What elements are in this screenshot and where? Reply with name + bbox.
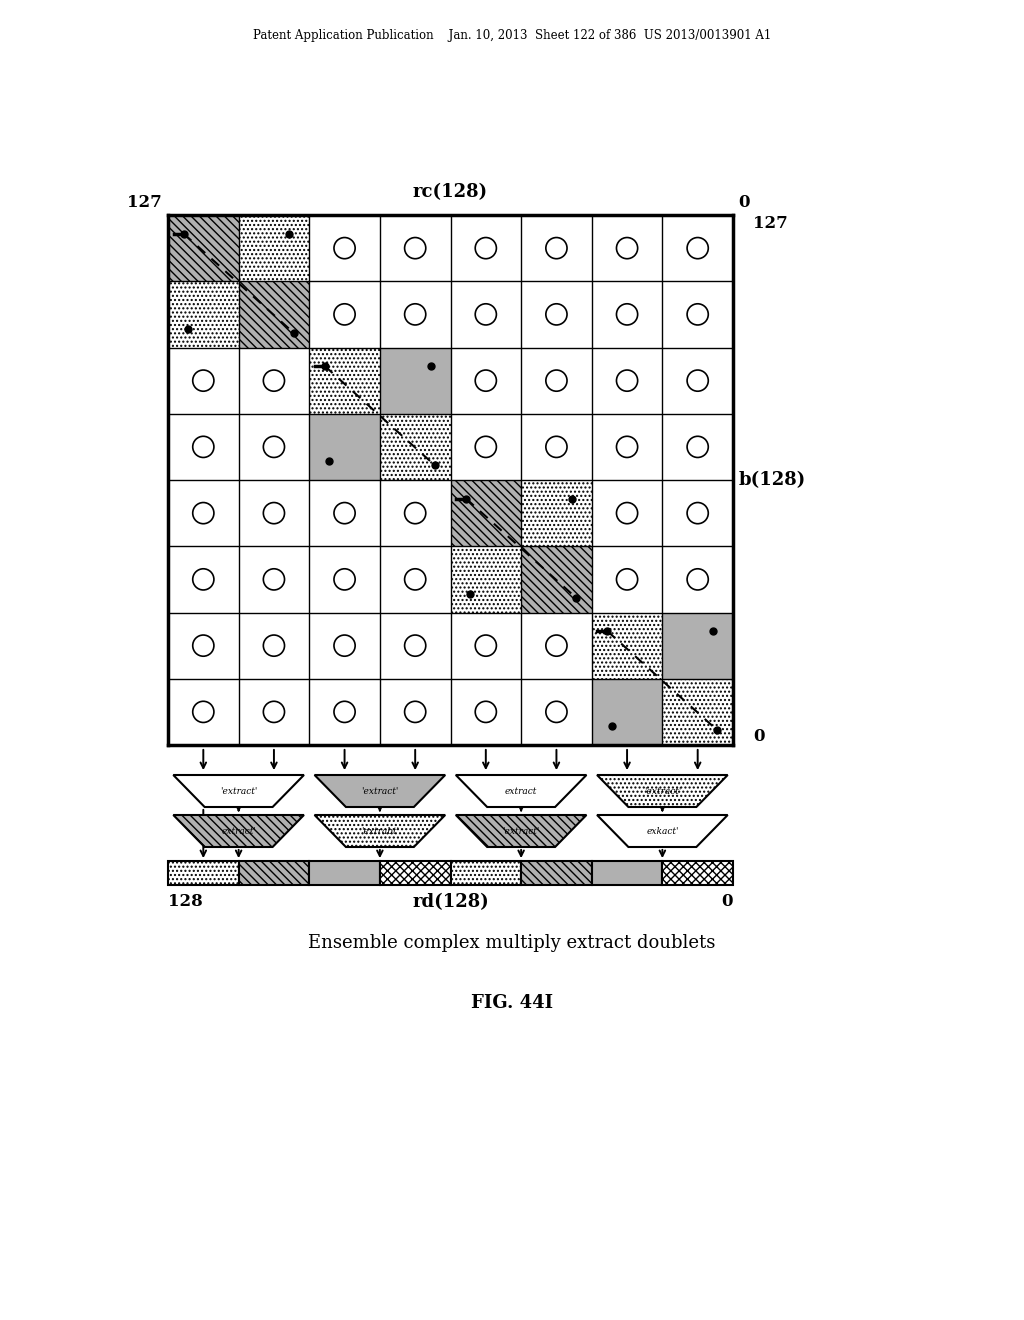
Text: 0: 0: [738, 194, 750, 211]
Bar: [168, 215, 239, 281]
Bar: [168, 281, 239, 347]
Polygon shape: [597, 814, 728, 847]
Bar: [521, 546, 592, 612]
Bar: [521, 861, 592, 884]
Bar: [592, 612, 663, 678]
Bar: [592, 678, 663, 744]
Bar: [380, 347, 451, 413]
Polygon shape: [597, 775, 728, 807]
Text: 'extract': 'extract': [361, 787, 398, 796]
Text: 128: 128: [168, 894, 203, 909]
Text: Ensemble complex multiply extract doublets: Ensemble complex multiply extract double…: [308, 935, 716, 952]
Polygon shape: [314, 814, 445, 847]
Bar: [451, 546, 521, 612]
Text: 'extract': 'extract': [644, 787, 681, 796]
Bar: [309, 347, 380, 413]
Text: 127: 127: [753, 215, 787, 232]
Bar: [309, 861, 380, 884]
Bar: [380, 413, 451, 480]
Bar: [663, 678, 733, 744]
Polygon shape: [314, 775, 445, 807]
Bar: [239, 861, 309, 884]
Text: FIG. 44I: FIG. 44I: [471, 994, 553, 1012]
Bar: [451, 861, 521, 884]
Text: 'extract': 'extract': [503, 826, 540, 836]
Text: rd(128): rd(128): [412, 894, 488, 911]
Text: extract': extract': [221, 826, 256, 836]
Text: 0: 0: [753, 729, 765, 744]
Text: 0: 0: [722, 894, 733, 909]
Bar: [592, 861, 663, 884]
Polygon shape: [173, 814, 304, 847]
Polygon shape: [456, 814, 587, 847]
Bar: [663, 612, 733, 678]
Bar: [380, 861, 451, 884]
Text: 'extrabt': 'extrabt': [360, 826, 399, 836]
Bar: [663, 861, 733, 884]
Bar: [521, 480, 592, 546]
Text: 'extract': 'extract': [220, 787, 257, 796]
Text: rc(128): rc(128): [413, 183, 488, 201]
Text: Patent Application Publication    Jan. 10, 2013  Sheet 122 of 386  US 2013/00139: Patent Application Publication Jan. 10, …: [253, 29, 771, 41]
Bar: [451, 480, 521, 546]
Bar: [168, 861, 239, 884]
Polygon shape: [173, 775, 304, 807]
Bar: [239, 215, 309, 281]
Text: b(128): b(128): [739, 471, 806, 488]
Text: exkact': exkact': [646, 826, 679, 836]
Bar: [239, 281, 309, 347]
Polygon shape: [456, 775, 587, 807]
Text: 127: 127: [127, 194, 162, 211]
Text: extract: extract: [505, 787, 538, 796]
Bar: [309, 413, 380, 480]
